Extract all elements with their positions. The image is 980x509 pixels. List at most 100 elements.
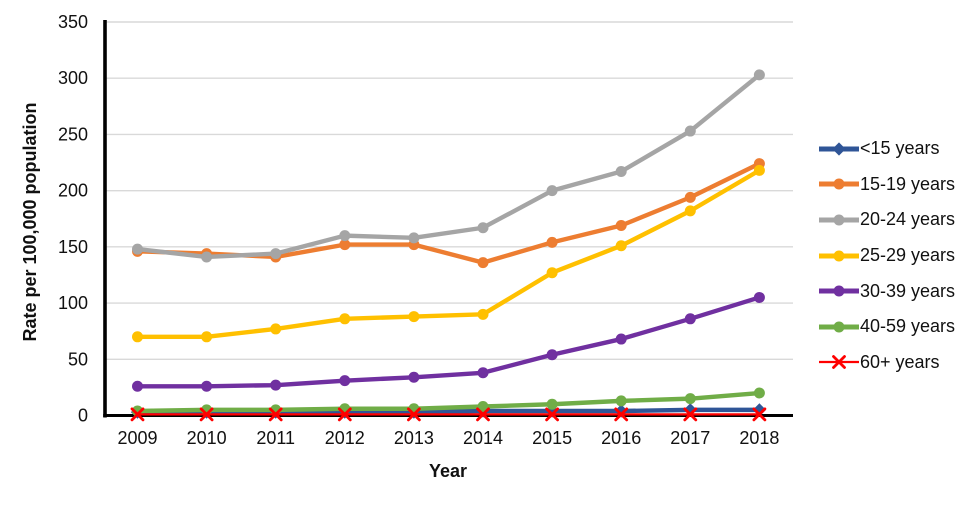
data-point-25-29-years [339,313,351,325]
data-point-40-59-years [753,387,765,399]
series-line-40-59-years [135,390,762,414]
circle-marker-icon [833,285,845,297]
legend-swatch-25-29-years [819,250,859,262]
y-tick-label: 150 [58,237,88,257]
legend-swatch-60-years [819,355,859,370]
circle-marker-icon [833,321,845,333]
data-point-20-24-years [132,243,143,255]
y-tick-label: 300 [58,68,88,88]
series-line-15-years [135,407,762,415]
legend-item-60-years: 60+ years [818,345,978,381]
y-tick-label: 350 [58,12,88,32]
data-point-20-24-years [684,125,696,137]
legend-label: 25-29 years [860,245,956,266]
x-tick-label: 2010 [187,428,227,448]
data-point-60-years [337,407,352,422]
data-point-30-39-years [615,333,627,345]
data-point-40-59-years [615,395,627,407]
y-tick-label: 200 [58,181,88,201]
legend-label: 40-59 years [860,316,956,337]
series-30-39-years [132,291,765,392]
data-point-30-39-years [132,380,143,392]
series-line-15-19-years [135,161,762,265]
data-point-20-24-years [753,69,765,81]
legend-label: <15 years [860,138,940,159]
data-point-15-19-years [546,236,558,248]
legend-item-25-29-years: 25-29 years [818,238,978,274]
data-point-20-24-years [546,185,558,197]
data-series [130,69,767,422]
x-tick-label: 2009 [117,428,157,448]
y-axis-tick-labels: 0 50 100 150 200 250 300 350 [58,12,88,426]
series-line-30-39-years [135,295,762,389]
data-point-25-29-years [753,164,765,176]
data-point-15-19-years [615,219,627,231]
data-point-25-29-years [615,240,627,252]
legend-label: 15-19 years [860,173,956,194]
x-tick-label: 2017 [670,428,710,448]
y-axis-title: Rate per 100,000 population [20,102,40,341]
data-point-60-years [752,407,767,422]
y-tick-label: 0 [78,406,88,426]
legend-label: 60+ years [860,351,940,372]
diamond-marker-icon [832,142,846,156]
y-tick-label: 50 [68,349,88,369]
x-axis-tick-labels: 2009 2010 2011 2012 2013 2014 2015 2016 2017 2018 [117,428,779,448]
y-tick-label: 250 [58,124,88,144]
x-tick-label: 2012 [325,428,365,448]
legend-item-40-59-years: 40-59 years [818,309,978,345]
data-point-25-29-years [477,308,489,320]
legend-label: 20-24 years [860,209,956,230]
data-point-20-24-years [615,166,627,178]
y-tick-label: 100 [58,293,88,313]
legend-label: 30-39 years [860,280,956,301]
data-point-60-years [614,407,629,422]
x-tick-label: 2011 [256,428,295,448]
data-point-30-39-years [339,375,351,387]
x-marker-icon [832,355,846,370]
series-line-20-24-years [135,72,762,260]
data-point-60-years [199,407,214,422]
data-point-30-39-years [408,371,420,383]
legend-swatch-20-24-years [819,214,859,226]
legend-item-15-19-years: 15-19 years [818,167,978,203]
x-tick-label: 2016 [601,428,641,448]
data-point-30-39-years [201,380,213,392]
legend-item-30-39-years: 30-39 years [818,273,978,309]
data-point-25-29-years [270,323,282,335]
data-point-60-years [407,407,421,422]
legend-swatch-30-39-years [819,285,859,297]
data-point-20-24-years [201,251,213,263]
data-point-15-19-years [477,257,489,269]
legend-swatch-15-years [819,142,859,156]
data-point-40-59-years [684,393,696,405]
circle-marker-icon [833,178,845,190]
x-tick-label: 2018 [739,428,779,448]
x-axis-title: Year [429,461,467,481]
data-point-20-24-years [408,232,420,244]
data-point-15-19-years [339,239,351,251]
data-point-20-24-years [339,230,351,242]
data-point-15-19-years [684,191,696,203]
data-point-40-59-years [546,398,558,410]
data-point-15-years [683,403,697,417]
chart-legend: <15 years 15-19 years 20-24 years 25-29 yea… [818,131,978,380]
data-point-60-years [130,407,145,422]
series-20-24-years [132,69,765,263]
legend-item-20-24-years: 20-24 years [818,202,978,238]
data-point-30-39-years [270,379,282,391]
legend-item-15-years: <15 years [818,131,978,167]
data-point-25-29-years [684,205,696,217]
data-point-25-29-years [132,331,143,343]
data-point-15-years [752,403,766,417]
data-point-20-24-years [477,222,489,234]
data-point-60-years [545,407,559,422]
data-point-25-29-years [201,331,213,343]
data-point-25-29-years [546,267,558,279]
data-point-40-59-years [477,401,489,413]
series-25-29-years [132,164,765,343]
data-point-25-29-years [408,311,420,323]
series-line-25-29-years [135,168,762,339]
